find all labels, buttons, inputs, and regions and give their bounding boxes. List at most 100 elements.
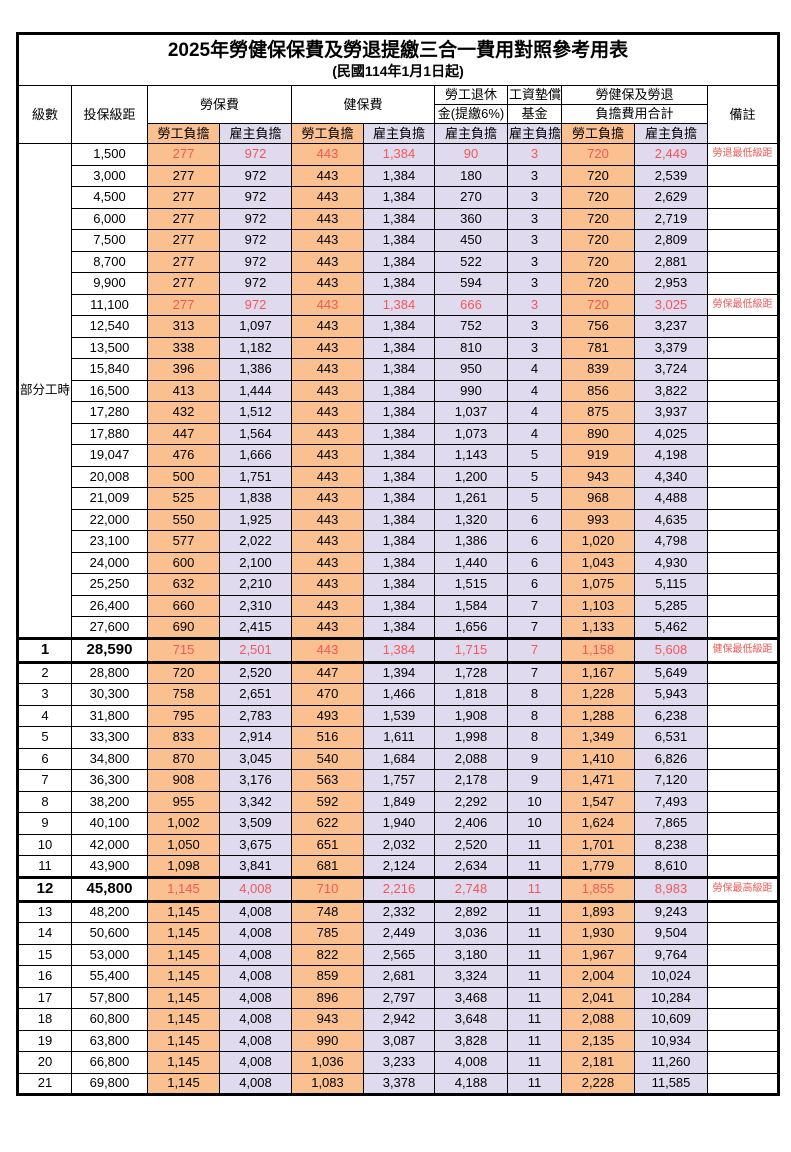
value-cell: 651	[291, 833, 364, 856]
value-cell: 1,384	[363, 229, 435, 252]
value-cell: 1,043	[561, 551, 635, 574]
level-cell: 2	[17, 661, 72, 684]
col-header-labor-insurance: 勞保費	[147, 85, 292, 124]
level-cell: 5	[17, 726, 72, 749]
value-cell: 890	[561, 422, 635, 445]
value-cell: 9,243	[634, 900, 708, 923]
value-cell: 3,176	[219, 769, 292, 792]
table-row: 22,000 550 1,925 443 1,384 1,320 6 993 4,635	[18, 508, 780, 531]
value-cell: 5,608	[634, 636, 708, 664]
value-cell: 4,008	[219, 986, 292, 1009]
value-cell: 1,998	[434, 726, 508, 749]
value-cell: 9,764	[634, 943, 708, 966]
table-row: 4,500 277 972 443 1,384 270 3 720 2,629	[18, 186, 780, 209]
value-cell: 447	[291, 661, 364, 684]
value-cell: 950	[434, 358, 508, 381]
remark-cell	[706, 551, 780, 574]
value-cell: 11	[507, 900, 562, 923]
value-cell: 277	[147, 207, 220, 230]
value-cell: 592	[291, 790, 364, 813]
value-cell: 3,648	[434, 1008, 508, 1031]
value-cell: 4,008	[219, 965, 292, 988]
table-row: 19 63,800 1,145 4,008 990 3,087 3,828 11 2,135 10…	[17, 1029, 780, 1052]
bracket-cell: 43,900	[71, 855, 148, 878]
value-cell: 3,342	[219, 790, 292, 813]
value-cell: 1,384	[363, 487, 435, 510]
table-row: 5 33,300 833 2,914 516 1,611 1,998 8 1,349 6,531	[17, 726, 780, 749]
value-cell: 2,565	[363, 943, 435, 966]
table-row: 6 34,800 870 3,045 540 1,684 2,088 9 1,410 6,826	[17, 747, 780, 770]
value-cell: 6	[507, 551, 562, 574]
value-cell: 1,384	[363, 444, 435, 467]
value-cell: 277	[147, 293, 220, 316]
value-cell: 955	[147, 790, 220, 813]
value-cell: 943	[561, 465, 635, 488]
value-cell: 1,020	[561, 530, 635, 553]
remark-cell	[706, 465, 780, 488]
remark-cell	[706, 272, 780, 295]
value-cell: 785	[291, 922, 364, 945]
value-cell: 810	[434, 336, 508, 359]
value-cell: 1,145	[147, 1029, 220, 1052]
value-cell: 11	[507, 986, 562, 1009]
value-cell: 1,167	[561, 661, 635, 684]
remark-cell	[706, 747, 780, 770]
value-cell: 1,849	[363, 790, 435, 813]
bracket-cell: 28,800	[71, 661, 148, 684]
value-cell: 277	[147, 164, 220, 187]
level-cell: 21	[17, 1072, 72, 1095]
value-cell: 1,182	[219, 336, 292, 359]
value-cell: 1,384	[363, 143, 435, 166]
value-cell: 1,547	[561, 790, 635, 813]
value-cell: 972	[219, 207, 292, 230]
value-cell: 1,564	[219, 422, 292, 445]
value-cell: 4,798	[634, 530, 708, 553]
value-cell: 7,120	[634, 769, 708, 792]
value-cell: 720	[561, 143, 635, 166]
remark-cell	[706, 1029, 780, 1052]
value-cell: 1,002	[147, 812, 220, 835]
bracket-cell: 69,800	[71, 1072, 148, 1095]
remark-cell	[706, 900, 780, 923]
value-cell: 1,384	[363, 594, 435, 617]
level-cell: 18	[17, 1008, 72, 1031]
value-cell: 2,124	[363, 855, 435, 878]
value-cell: 1,261	[434, 487, 508, 510]
bracket-cell: 3,000	[71, 164, 148, 187]
level-cell: 15	[17, 943, 72, 966]
value-cell: 1,384	[363, 207, 435, 230]
value-cell: 1,684	[363, 747, 435, 770]
value-cell: 90	[434, 143, 508, 166]
table-row: 17,280 432 1,512 443 1,384 1,037 4 875 3,937	[18, 401, 780, 424]
value-cell: 2,449	[363, 922, 435, 945]
value-cell: 3,822	[634, 379, 708, 402]
value-cell: 690	[147, 616, 220, 639]
value-cell: 277	[147, 272, 220, 295]
bracket-cell: 11,100	[71, 293, 148, 316]
value-cell: 1,384	[363, 315, 435, 338]
value-cell: 396	[147, 358, 220, 381]
bracket-cell: 9,900	[71, 272, 148, 295]
value-cell: 11	[507, 875, 562, 903]
bracket-cell: 55,400	[71, 965, 148, 988]
value-cell: 4	[507, 422, 562, 445]
value-cell: 11,585	[634, 1072, 708, 1095]
value-cell: 1,838	[219, 487, 292, 510]
table-row: 7 36,300 908 3,176 563 1,757 2,178 9 1,471 7,120	[17, 769, 780, 792]
value-cell: 2,100	[219, 551, 292, 574]
bracket-cell: 16,500	[71, 379, 148, 402]
value-cell: 2,210	[219, 573, 292, 596]
value-cell: 1,410	[561, 747, 635, 770]
level-cell: 8	[17, 790, 72, 813]
table-row: 8 38,200 955 3,342 592 1,849 2,292 10 1,547 7,493	[17, 790, 780, 813]
value-cell: 2,634	[434, 855, 508, 878]
value-cell: 795	[147, 704, 220, 727]
value-cell: 5	[507, 444, 562, 467]
value-cell: 1,200	[434, 465, 508, 488]
value-cell: 3,468	[434, 986, 508, 1009]
value-cell: 443	[291, 186, 364, 209]
bracket-cell: 20,008	[71, 465, 148, 488]
level-cell: 12	[17, 875, 72, 903]
value-cell: 720	[147, 661, 220, 684]
value-cell: 432	[147, 401, 220, 424]
